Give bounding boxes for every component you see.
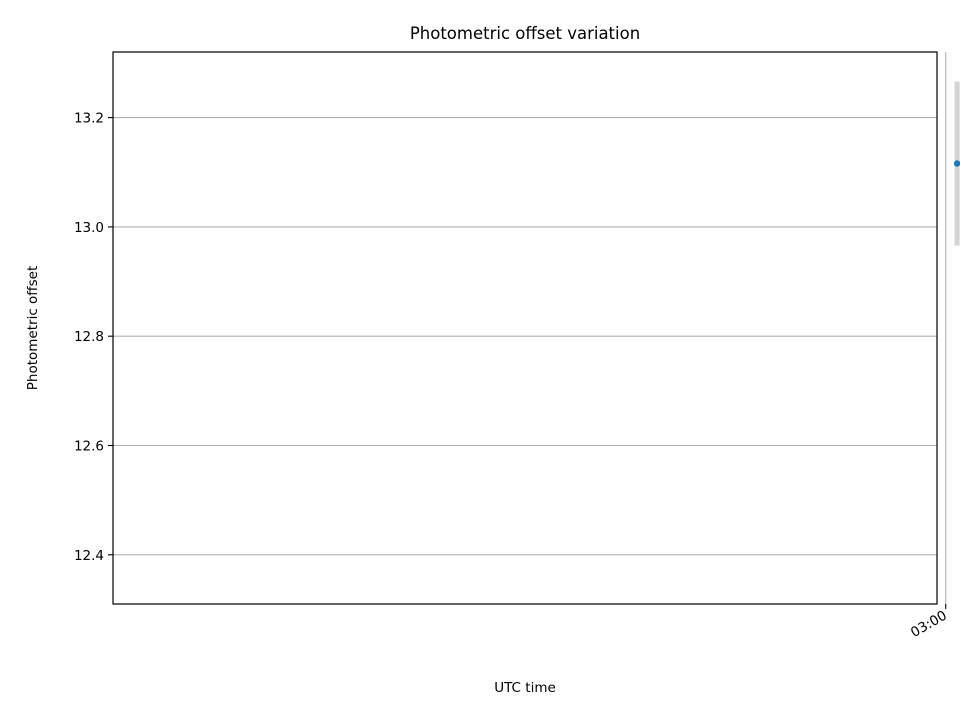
y-axis: 12.4 12.6 12.8 13.0 13.2 bbox=[74, 111, 113, 564]
y-axis-label: Photometric offset bbox=[25, 266, 41, 390]
grid bbox=[113, 52, 947, 604]
y-tick-label: 13.0 bbox=[74, 220, 104, 236]
y-tick-label: 12.8 bbox=[74, 329, 104, 345]
x-axis-label: UTC time bbox=[494, 680, 556, 696]
chart-title: Photometric offset variation bbox=[410, 24, 640, 43]
data-points bbox=[953, 160, 960, 167]
plot-frame bbox=[112, 51, 938, 605]
data-point bbox=[953, 160, 960, 167]
y-tick-label: 12.6 bbox=[74, 439, 104, 455]
y-tick-label: 12.4 bbox=[74, 548, 104, 564]
y-tick-label: 13.2 bbox=[74, 111, 104, 127]
